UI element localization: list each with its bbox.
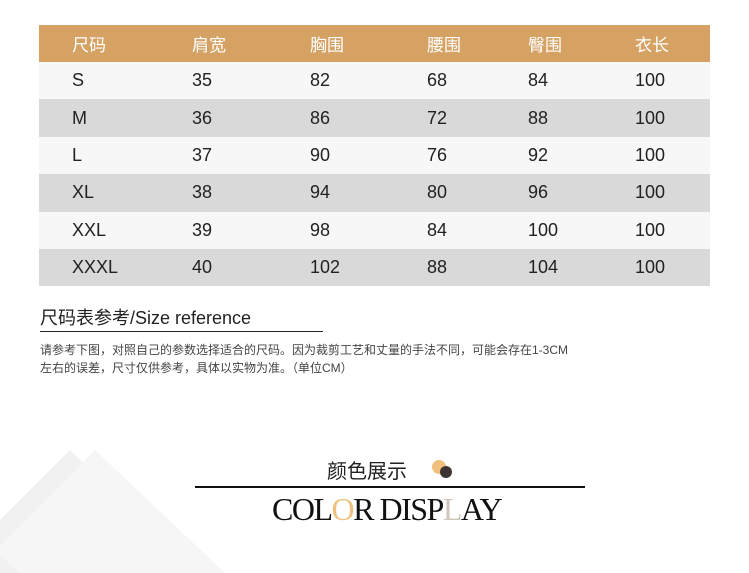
cell-waist: 88 [427, 257, 448, 278]
table-row: XXL 39 98 84 100 100 [39, 211, 710, 249]
size-table: 尺码 肩宽 胸围 腰围 臀围 衣长 S 35 82 68 84 100 M 36 86 72 88 1… [39, 25, 710, 287]
cell-hip: 92 [528, 144, 549, 165]
cell-length: 100 [635, 257, 666, 278]
cell-size: L [72, 144, 83, 165]
cell-waist: 72 [427, 107, 448, 128]
size-note: 请参考下图，对照自己的参数选择适合的尺码。因为裁剪工艺和丈量的手法不同，可能会存… [40, 341, 680, 377]
table-header: 尺码 肩宽 胸围 腰围 臀围 衣长 [39, 25, 710, 62]
cell-length: 100 [635, 70, 666, 91]
cell-length: 100 [635, 107, 666, 128]
header-hip: 臀围 [528, 36, 562, 55]
header-size: 尺码 [72, 36, 106, 55]
cell-shoulder: 37 [192, 144, 213, 165]
table-row: XXXL 40 102 88 104 100 [39, 248, 710, 287]
cell-size: XL [72, 182, 95, 203]
table-row: S 35 82 68 84 100 [39, 62, 710, 100]
cell-chest: 86 [310, 107, 331, 128]
cell-length: 100 [635, 144, 666, 165]
header-chest: 胸围 [310, 36, 344, 55]
cell-hip: 100 [528, 219, 559, 240]
cell-size: XXXL [72, 257, 119, 278]
note-line-1: 请参考下图，对照自己的参数选择适合的尺码。因为裁剪工艺和丈量的手法不同，可能会存… [40, 343, 569, 357]
cell-chest: 102 [310, 257, 341, 278]
cell-hip: 96 [528, 182, 549, 203]
cell-waist: 68 [427, 70, 448, 91]
color-display-divider [195, 486, 585, 488]
cell-shoulder: 39 [192, 219, 213, 240]
en-part: COL [272, 491, 333, 527]
cell-hip: 84 [528, 70, 549, 91]
size-reference-title: 尺码表参考/Size reference [40, 308, 252, 328]
note-line-2: 左右的误差，尺寸仅供参考，具体以实物为准。（单位CM） [40, 361, 353, 375]
cell-waist: 80 [427, 182, 448, 203]
cell-size: S [72, 70, 85, 91]
cell-size: XXL [72, 219, 107, 240]
en-part-accent: L [442, 491, 463, 527]
cell-chest: 94 [310, 182, 331, 203]
en-part: R DISP [353, 491, 444, 527]
cell-waist: 76 [427, 144, 448, 165]
color-display-english: COLOR DISPLAY [272, 491, 503, 528]
cell-shoulder: 35 [192, 70, 213, 91]
cell-chest: 90 [310, 144, 331, 165]
cell-chest: 98 [310, 219, 331, 240]
cell-hip: 88 [528, 107, 549, 128]
cell-shoulder: 36 [192, 107, 213, 128]
cell-shoulder: 40 [192, 257, 213, 278]
cell-hip: 104 [528, 257, 559, 278]
header-waist: 腰围 [427, 36, 461, 55]
cell-length: 100 [635, 182, 666, 203]
table-row: M 36 86 72 88 100 [39, 99, 710, 137]
header-shoulder: 肩宽 [192, 36, 226, 55]
en-part: AY [460, 491, 503, 527]
table-row: XL 38 94 80 96 100 [39, 174, 710, 212]
en-part-accent: O [331, 491, 355, 527]
table-row: L 37 90 76 92 100 [39, 136, 710, 175]
cell-chest: 82 [310, 70, 331, 91]
dark-dot-icon [440, 466, 452, 478]
cell-length: 100 [635, 219, 666, 240]
color-display-title: 颜色展示 [327, 461, 407, 483]
cell-waist: 84 [427, 219, 448, 240]
cell-size: M [72, 107, 87, 128]
decorative-triangle [0, 450, 225, 573]
cell-shoulder: 38 [192, 182, 213, 203]
header-length: 衣长 [635, 36, 669, 55]
divider [40, 331, 323, 332]
